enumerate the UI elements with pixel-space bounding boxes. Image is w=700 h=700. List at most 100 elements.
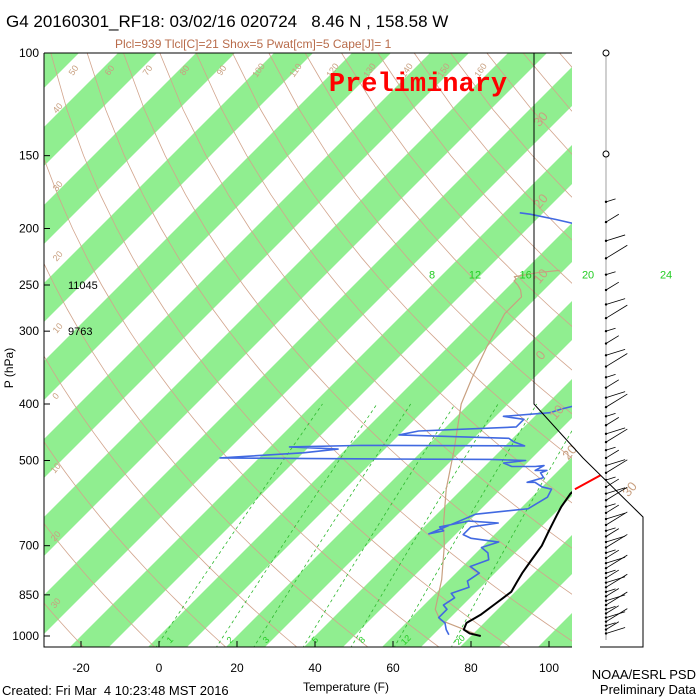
lcl-segment xyxy=(574,474,602,491)
adiabat-label: 80 xyxy=(178,63,192,77)
wind-barb xyxy=(605,527,616,532)
mixing-ratio-line xyxy=(155,403,323,647)
wind-barb xyxy=(605,605,619,614)
isotherm-band xyxy=(44,53,547,556)
isotherm-band xyxy=(44,66,572,634)
dewpoint-profile xyxy=(219,212,572,636)
wind-barb xyxy=(605,569,616,574)
isotherm-band xyxy=(44,53,79,88)
isotherm-label: 8 xyxy=(429,269,435,281)
wind-barb xyxy=(605,198,616,203)
isotherm-band xyxy=(147,222,572,647)
wind-barb xyxy=(605,449,619,459)
y-tick-label: 150 xyxy=(19,149,39,163)
wind-barb xyxy=(605,478,619,488)
wind-barb xyxy=(605,459,628,474)
wind-calm-marker xyxy=(602,49,610,57)
credit-line-2: Preliminary Data xyxy=(599,682,696,697)
adiabat-label-left: 40 xyxy=(51,101,65,115)
adiabat-label-left: 30 xyxy=(49,596,63,610)
mixing-ratio-label: 8 xyxy=(357,635,368,646)
isotherm-band xyxy=(44,53,157,166)
wind-barb xyxy=(605,428,628,443)
wind-barb xyxy=(605,327,616,332)
wind-barb xyxy=(605,504,619,514)
wind-calm-marker xyxy=(602,150,610,158)
wind-barb xyxy=(605,213,619,223)
isotherm-band xyxy=(44,53,470,478)
isotherm-bands xyxy=(44,40,700,655)
adiabat-label-right: 20 xyxy=(559,442,580,463)
wind-barb xyxy=(605,511,628,526)
y-tick-label: 250 xyxy=(19,278,39,292)
dry-adiabat xyxy=(123,53,572,595)
wind-barb xyxy=(605,534,628,548)
y-tick-label: 500 xyxy=(19,453,39,467)
temperature-line xyxy=(462,491,572,637)
wind-barb xyxy=(605,349,626,356)
wind-barb xyxy=(605,588,619,597)
wind-barb xyxy=(605,373,616,378)
wind-barb xyxy=(605,486,628,501)
wind-barb xyxy=(605,393,628,408)
wind-barb xyxy=(605,446,616,451)
dry-adiabat xyxy=(304,53,572,371)
wind-barb xyxy=(605,569,619,579)
adiabat-label: 50 xyxy=(67,63,81,77)
temperature-profile xyxy=(462,491,572,637)
isotherm-band xyxy=(608,40,700,655)
lifted-parcel-profile xyxy=(434,269,560,637)
wind-barb xyxy=(605,413,616,417)
wind-barb xyxy=(605,588,616,593)
adiabat-label-left: 10 xyxy=(51,321,65,335)
y-tick-label: 850 xyxy=(19,588,39,602)
x-tick-label: 100 xyxy=(539,661,559,675)
frame-right xyxy=(533,53,644,648)
wind-barb xyxy=(605,417,619,426)
wind-barb xyxy=(605,391,626,398)
isotherm-band xyxy=(44,53,392,400)
y-tick-label: 100 xyxy=(19,46,39,60)
created-timestamp: Created: Fri Mar 4 10:23:48 MST 2016 xyxy=(2,683,229,698)
x-axis: -20 0 20 40 60 80 100 xyxy=(72,641,559,675)
height-annotations: 11045 9763 xyxy=(68,280,98,338)
dry-adiabat xyxy=(341,53,572,327)
wind-barb xyxy=(605,554,628,569)
dry-adiabat xyxy=(44,523,156,647)
dry-adiabat xyxy=(44,602,85,647)
wind-barb xyxy=(605,503,616,508)
dewpoint-line xyxy=(219,212,572,636)
y-tick-label: 400 xyxy=(19,397,39,411)
wind-barb xyxy=(605,549,619,559)
isotherm-band xyxy=(459,534,572,647)
x-tick-label: 20 xyxy=(230,661,244,675)
mixing-ratio-label: 5 xyxy=(310,635,321,646)
isotherm-label: 16 xyxy=(520,269,532,281)
height-label: 11045 xyxy=(68,280,98,292)
wind-barb xyxy=(605,512,626,520)
x-tick-label: 40 xyxy=(308,661,322,675)
y-tick-label: 1000 xyxy=(12,629,39,643)
isotherm-band xyxy=(538,613,572,647)
x-tick-label: 60 xyxy=(386,661,400,675)
y-tick-label: 700 xyxy=(19,539,39,553)
isotherm-label: 12 xyxy=(469,269,481,281)
adiabat-label: 60 xyxy=(103,63,117,77)
x-tick-label: 0 xyxy=(156,661,163,675)
dry-adiabat xyxy=(596,53,700,648)
dry-adiabat xyxy=(268,53,572,415)
wind-barb xyxy=(605,244,628,259)
isotherm-label: 24 xyxy=(660,269,672,281)
wind-barb xyxy=(605,427,626,435)
wind-barb xyxy=(605,528,619,537)
wind-barb xyxy=(605,573,628,588)
lifted-parcel-line xyxy=(434,269,560,637)
wind-barb xyxy=(605,304,628,319)
adiabat-label: 70 xyxy=(141,63,155,77)
mixing-ratio-label: 1 xyxy=(165,635,176,646)
isotherm-band xyxy=(44,53,314,322)
adiabat-lines xyxy=(44,53,700,648)
dry-adiabat xyxy=(44,355,298,647)
x-tick-label: 80 xyxy=(464,661,478,675)
